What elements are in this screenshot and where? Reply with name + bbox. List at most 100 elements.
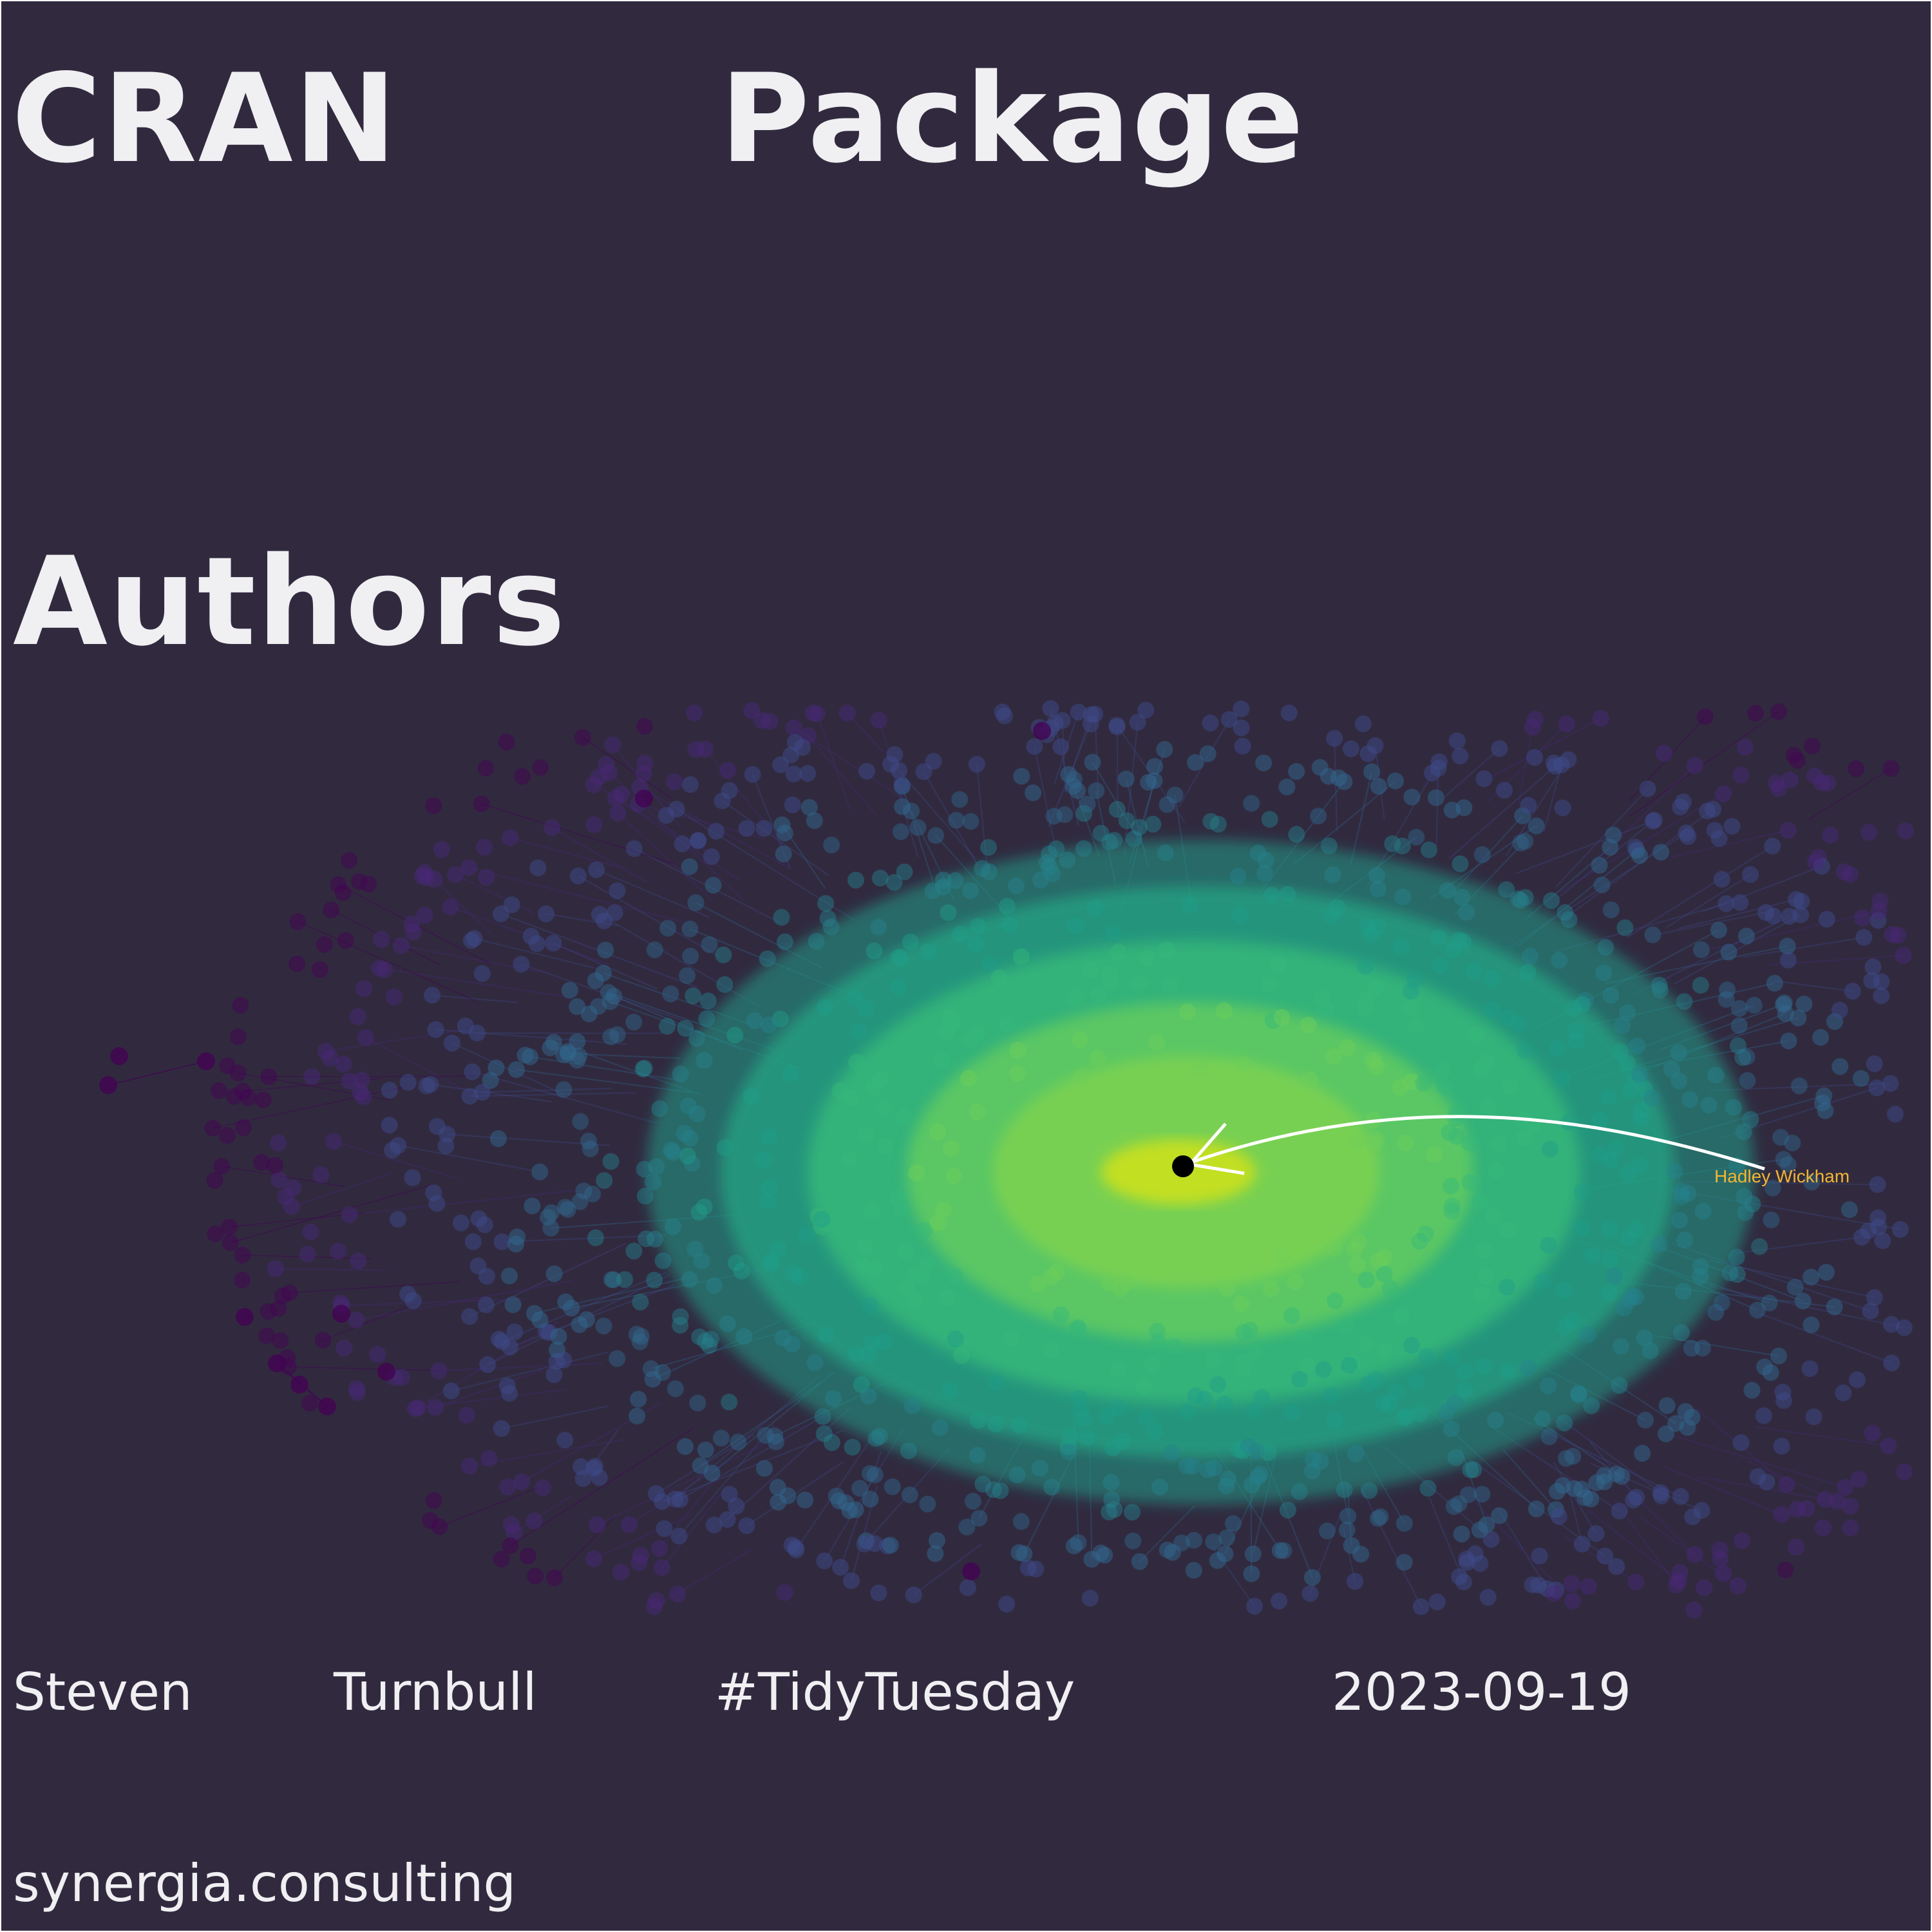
author-node xyxy=(698,1010,715,1027)
network-edge xyxy=(472,1071,658,1124)
network-edge xyxy=(846,712,884,753)
author-node xyxy=(1234,737,1251,755)
author-node xyxy=(1674,1283,1692,1300)
network-edge xyxy=(502,1271,667,1343)
author-node xyxy=(913,1267,930,1284)
subtitle-word-turnbull: Turnbull xyxy=(334,1662,537,1722)
subtitle-word-tidytuesday: #TidyTuesday xyxy=(715,1662,1075,1722)
author-node xyxy=(920,943,937,960)
author-node xyxy=(904,1397,921,1414)
author-node xyxy=(348,1311,365,1329)
author-node xyxy=(1270,956,1287,973)
author-node xyxy=(1393,938,1410,955)
author-node xyxy=(1148,1034,1165,1051)
network-edge xyxy=(439,1487,538,1528)
network-edge xyxy=(1435,768,1439,847)
author-node xyxy=(1636,1412,1654,1429)
author-node xyxy=(867,1260,884,1277)
author-node xyxy=(373,931,390,948)
author-node xyxy=(1864,958,1882,976)
network-edge xyxy=(898,770,976,860)
network-edge xyxy=(1626,845,1773,938)
author-node xyxy=(1670,1044,1687,1061)
author-node xyxy=(1773,1506,1790,1523)
author-node xyxy=(1488,1162,1505,1179)
network-edge xyxy=(1505,759,1569,856)
author-node xyxy=(493,1551,510,1568)
author-node xyxy=(1330,769,1347,786)
author-node xyxy=(1842,1497,1859,1515)
author-node xyxy=(569,1052,586,1069)
author-node xyxy=(1579,1326,1596,1343)
author-node xyxy=(1417,1226,1434,1243)
author-node xyxy=(612,1564,630,1581)
network-edge xyxy=(1665,874,1751,929)
author-node xyxy=(785,765,802,782)
author-node xyxy=(893,776,911,793)
author-node xyxy=(289,913,307,931)
network-edge xyxy=(481,803,676,865)
author-node xyxy=(381,1081,398,1099)
author-node xyxy=(1110,1360,1127,1378)
author-node xyxy=(1700,1097,1718,1114)
author-node xyxy=(1567,1022,1585,1039)
author-node xyxy=(813,1218,830,1235)
network-edge xyxy=(617,812,714,902)
author-node xyxy=(987,1416,1005,1433)
author-node xyxy=(855,1257,872,1274)
author-node xyxy=(253,1153,270,1171)
network-edge xyxy=(1656,911,1766,936)
author-node xyxy=(220,1218,238,1236)
author-node xyxy=(1317,1001,1334,1018)
author-node xyxy=(1627,1289,1645,1306)
author-node xyxy=(1323,1387,1340,1405)
author-node xyxy=(1119,1273,1136,1291)
network-edge xyxy=(1557,819,1655,900)
author-node xyxy=(1218,1477,1235,1495)
author-node xyxy=(1086,899,1104,916)
network-edge xyxy=(1116,726,1119,818)
author-node xyxy=(1325,1239,1343,1256)
author-node xyxy=(1636,1329,1653,1347)
author-node xyxy=(1611,1377,1628,1394)
author-node xyxy=(1372,1508,1389,1526)
author-node xyxy=(1779,938,1796,955)
author-node xyxy=(589,1516,606,1533)
author-node xyxy=(1629,1037,1646,1055)
author-node xyxy=(1450,931,1468,949)
network-edge xyxy=(1347,1485,1352,1546)
author-node xyxy=(1580,1578,1597,1595)
author-node xyxy=(900,1442,917,1459)
author-node xyxy=(971,1510,988,1527)
author-node xyxy=(1828,1493,1846,1510)
author-node xyxy=(1832,1058,1849,1075)
author-node xyxy=(1325,1048,1342,1065)
author-node xyxy=(1044,865,1061,882)
network-edge xyxy=(679,1416,824,1501)
author-node xyxy=(1540,1377,1557,1394)
author-node xyxy=(1737,1204,1754,1221)
author-node xyxy=(907,1291,924,1309)
author-node xyxy=(1653,844,1670,861)
author-node xyxy=(1655,744,1672,762)
network-edge xyxy=(291,1173,390,1208)
network-edge xyxy=(596,869,710,918)
author-node xyxy=(1475,770,1493,788)
author-node xyxy=(1625,1492,1642,1509)
author-node xyxy=(502,1537,519,1555)
author-node xyxy=(901,1486,918,1504)
author-node xyxy=(942,1140,960,1157)
author-node xyxy=(1772,1129,1790,1146)
author-node xyxy=(1672,1182,1690,1200)
author-node xyxy=(545,1366,563,1383)
caption: synergia.consulting xyxy=(13,1853,516,1913)
author-node xyxy=(636,1188,654,1205)
network-edge xyxy=(795,1438,872,1551)
author-node xyxy=(1738,1048,1756,1066)
author-node xyxy=(213,1157,231,1175)
author-node xyxy=(1755,1407,1772,1425)
author-node xyxy=(545,934,562,952)
author-node xyxy=(1342,740,1359,757)
author-node xyxy=(1844,983,1861,1000)
